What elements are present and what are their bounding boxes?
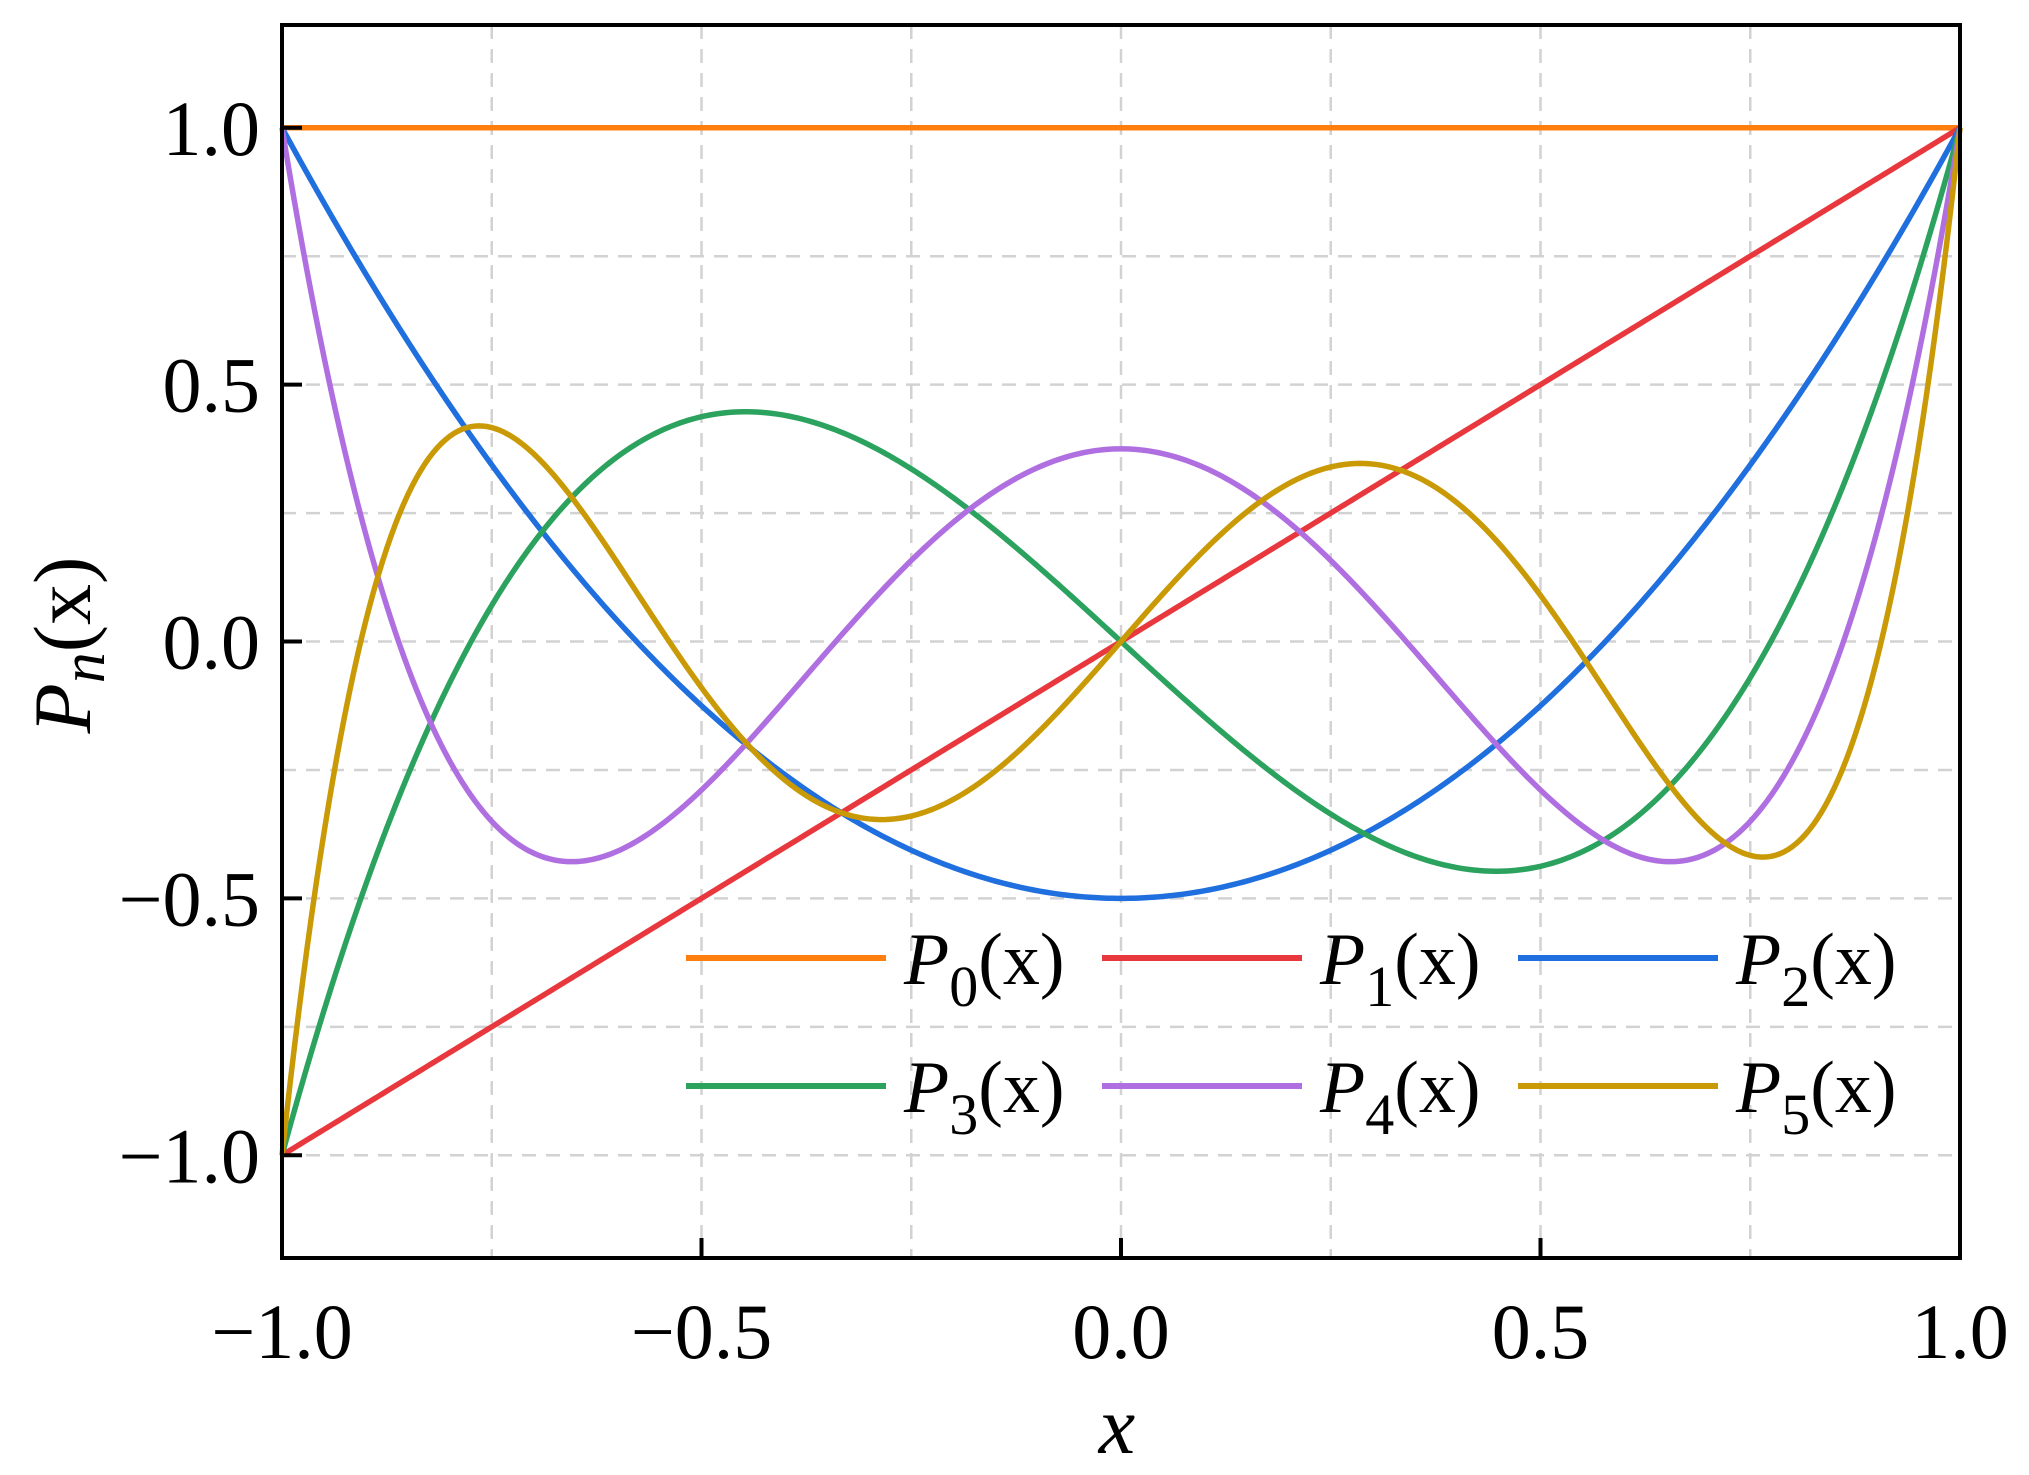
legend-label: P2(x) [1735, 919, 1897, 1019]
legend-label: P5(x) [1735, 1047, 1897, 1147]
y-tick-label: −0.5 [119, 855, 261, 942]
legend-item-p0: P0(x) [686, 919, 1065, 1019]
legend-label: P4(x) [1319, 1047, 1481, 1147]
legend-item-p4: P4(x) [1102, 1047, 1481, 1147]
legend-item-p1: P1(x) [1102, 919, 1481, 1019]
y-tick-label: 1.0 [163, 85, 261, 172]
legend-item-p5: P5(x) [1518, 1047, 1897, 1147]
y-axis-label-sub: n [50, 652, 118, 683]
legend-item-p2: P2(x) [1518, 919, 1897, 1019]
y-tick-label: −1.0 [119, 1112, 261, 1199]
y-tick-label: 0.0 [163, 599, 261, 686]
y-tick-label: 0.5 [163, 342, 261, 429]
series-group [279, 125, 1963, 1158]
x-axis-label: x [1098, 1380, 1135, 1471]
x-tick-label: −0.5 [631, 1288, 773, 1375]
legend-label: P0(x) [903, 919, 1065, 1019]
series-line-p4 [279, 127, 1963, 865]
series-line-p2 [279, 126, 1963, 902]
legend: P0(x) P1(x) P2(x) P3(x) P4(x) P5(x) [686, 919, 1897, 1147]
x-tick-label: −1.0 [211, 1288, 353, 1375]
x-tick-label: 0.0 [1072, 1288, 1170, 1375]
series-line-p5 [279, 127, 1963, 1156]
y-axis-label-arg: (x) [17, 557, 108, 653]
legend-label: P1(x) [1319, 919, 1481, 1019]
x-tick-label: 0.5 [1492, 1288, 1590, 1375]
ticks: −1.0 −0.5 0.0 0.5 1.0 −1.0 −0.5 0.0 0.5 1.0 [119, 85, 2009, 1375]
legend-label: P3(x) [903, 1047, 1065, 1147]
y-axis-label: Pn(x) [17, 557, 118, 735]
legend-item-p3: P3(x) [686, 1047, 1065, 1147]
x-tick-label: 1.0 [1911, 1288, 2009, 1375]
y-axis-label-base: P [17, 683, 108, 734]
plot-frame [280, 23, 1962, 1260]
